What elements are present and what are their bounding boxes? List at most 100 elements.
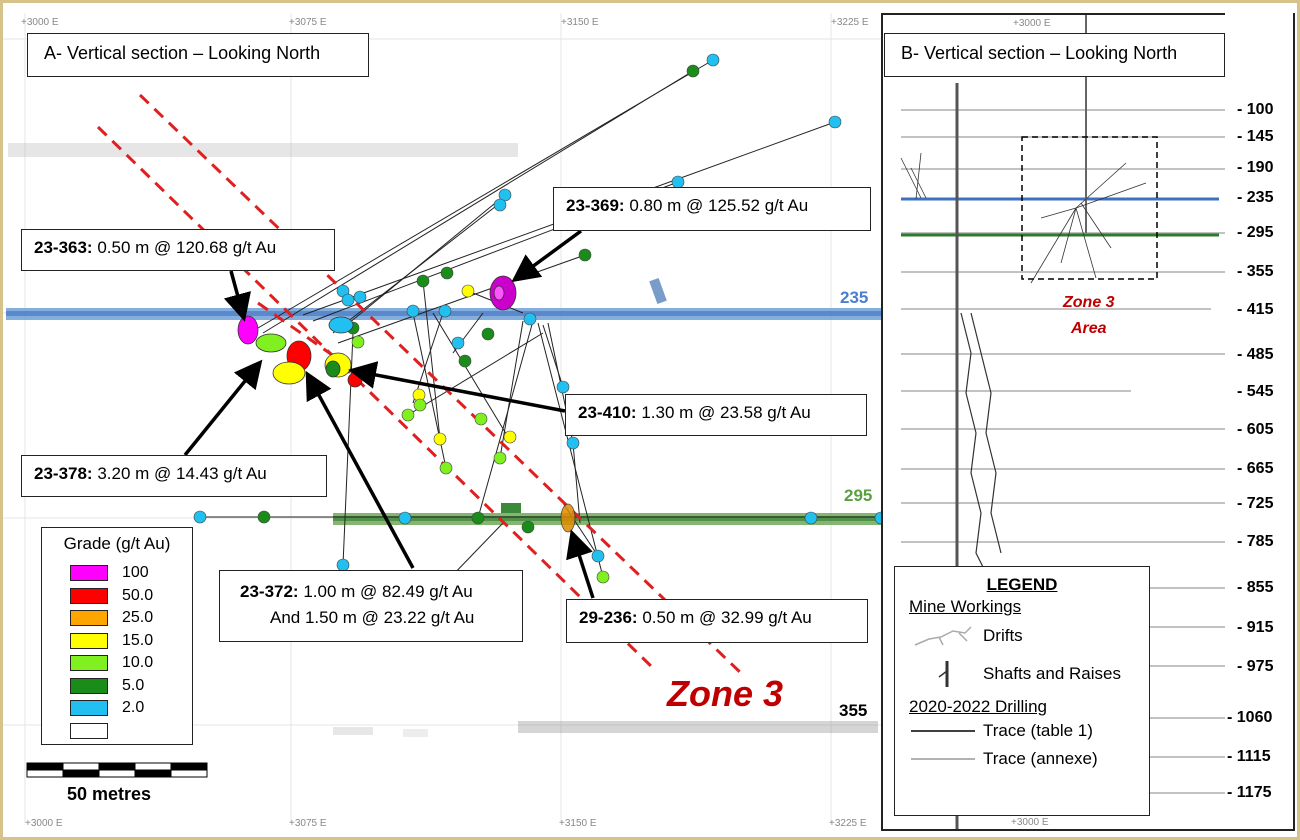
hole-id: 23-378: [34, 464, 93, 483]
faded-drifts [8, 143, 878, 737]
drill-traces [198, 59, 883, 609]
grade-label: 25.0 [122, 609, 154, 627]
trace-table-line-icon [909, 721, 983, 741]
annotation-23-410: 23-410: 1.30 m @ 23.58 g/t Au [565, 394, 867, 436]
grade-legend-item: 2.0 [50, 697, 184, 720]
depth-label: - 665 [1237, 460, 1274, 477]
grade-swatch [70, 610, 108, 627]
grade-label: 50.0 [122, 586, 154, 604]
grade-swatch [70, 677, 108, 694]
depth-label: - 100 [1237, 101, 1274, 118]
sample-markers [193, 53, 888, 616]
legend-row-trace-table: Trace (table 1) [909, 717, 1135, 745]
grade-label: 5.0 [122, 676, 145, 694]
legend-row-drifts: Drifts [909, 617, 1135, 655]
legend-drifts-label: Drifts [983, 626, 1023, 645]
grade-legend-item [50, 720, 184, 743]
map-legend: LEGEND Mine Workings Drifts Shafts and R… [894, 566, 1150, 816]
shaft-symbol-icon [909, 659, 983, 689]
legend-row-trace-annexe: Trace (annexe) [909, 745, 1135, 773]
intercept-text-line2: And 1.50 m @ 23.22 g/t Au [270, 608, 475, 627]
intercept-text: 1.00 m @ 82.49 g/t Au [298, 582, 473, 601]
zone-3-area-label-1: Zone 3 [1062, 294, 1115, 311]
grade-label: 2.0 [122, 699, 145, 717]
depth-label: - 1060 [1227, 709, 1273, 726]
raise-traces [960, 312, 1002, 574]
depth-label: - 1115 [1227, 748, 1271, 765]
hole-id: 23-363: [34, 238, 93, 257]
intercept-text: 3.20 m @ 14.43 g/t Au [92, 464, 267, 483]
legend-mine-workings: Mine Workings [909, 597, 1022, 616]
depth-label: - 785 [1237, 533, 1274, 550]
easting-label: +3225 E [831, 17, 869, 28]
hole-id: 23-372: [240, 582, 299, 601]
legend-trace-annexe-label: Trace (annexe) [983, 749, 1098, 768]
hole-id: 23-369: [566, 196, 625, 215]
easting-label: +3225 E [829, 818, 867, 829]
grade-legend-item: 100 [50, 562, 184, 585]
grade-label: 15.0 [122, 631, 154, 649]
zone-3-label: Zone 3 [666, 673, 783, 714]
hole-id: 29-236: [579, 608, 638, 627]
depth-label: - 235 [1237, 189, 1274, 206]
annotation-arrows [183, 229, 595, 599]
legend-row-shafts: Shafts and Raises [909, 655, 1135, 693]
annotation-23-372: 23-372: 1.00 m @ 82.49 g/t Au And 1.50 m… [219, 570, 523, 642]
easting-label: +3150 E [561, 17, 599, 28]
section-b-title: B- Vertical section – Looking North [884, 33, 1225, 77]
grade-legend-item: 10.0 [50, 652, 184, 675]
legend-trace-table-label: Trace (table 1) [983, 721, 1093, 740]
grade-swatch [70, 632, 108, 649]
section-a-title: A- Vertical section – Looking North [27, 33, 369, 77]
grade-swatch [70, 655, 108, 672]
intercept-text: 0.80 m @ 125.52 g/t Au [624, 196, 809, 215]
annotation-29-236: 29-236: 0.50 m @ 32.99 g/t Au [566, 599, 868, 643]
level-295-drift [333, 503, 881, 525]
easting-label: +3075 E [289, 17, 327, 28]
easting-label: +3150 E [559, 818, 597, 829]
annotation-23-378: 23-378: 3.20 m @ 14.43 g/t Au [21, 455, 327, 497]
legend-shafts-label: Shafts and Raises [983, 664, 1121, 683]
scale-bar [26, 762, 208, 778]
easting-label: +3000 E [21, 17, 59, 28]
depth-label: - 145 [1237, 128, 1274, 145]
depth-label: - 725 [1237, 495, 1274, 512]
depth-label: - 605 [1237, 421, 1274, 438]
grade-legend: Grade (g/t Au) 100 50.0 25.0 15.0 10.0 5… [41, 527, 193, 745]
intercept-text: 0.50 m @ 32.99 g/t Au [637, 608, 812, 627]
grade-legend-item: 15.0 [50, 630, 184, 653]
intercept-text: 1.30 m @ 23.58 g/t Au [636, 403, 811, 422]
depth-label: - 545 [1237, 383, 1274, 400]
depth-label: - 855 [1237, 579, 1274, 596]
zone3-drill-traces [900, 152, 1147, 284]
grade-legend-title: Grade (g/t Au) [63, 534, 171, 553]
zone-3-area-label-2: Area [1070, 320, 1107, 337]
legend-drilling: 2020-2022 Drilling [909, 697, 1047, 716]
level-355-label: 355 [839, 701, 867, 720]
depth-label: - 915 [1237, 619, 1274, 636]
easting-label: +3000 E [25, 818, 63, 829]
depth-label: - 975 [1237, 658, 1274, 675]
grade-swatch [70, 722, 108, 739]
easting-label: +3000 E [1013, 18, 1051, 29]
grade-label: 10.0 [122, 654, 154, 672]
level-235-label: 235 [840, 288, 868, 307]
level-295-label: 295 [844, 486, 872, 505]
section-a-canvas: +3000 E +3075 E +3150 E +3225 E +3000 E … [3, 13, 888, 829]
drift-symbol-icon [909, 621, 983, 651]
depth-label: - 415 [1237, 301, 1274, 318]
hole-id: 23-410: [578, 403, 637, 422]
zone-3-box [1021, 136, 1158, 280]
grade-legend-item: 5.0 [50, 675, 184, 698]
high-grade-discs [237, 275, 576, 533]
easting-label: +3000 E [1011, 817, 1049, 828]
grade-label: 100 [122, 564, 149, 582]
legend-title: LEGEND [986, 575, 1058, 594]
annotation-23-363: 23-363: 0.50 m @ 120.68 g/t Au [21, 229, 335, 271]
grade-legend-item: 25.0 [50, 607, 184, 630]
annotation-23-369: 23-369: 0.80 m @ 125.52 g/t Au [553, 187, 871, 231]
scale-bar-label: 50 metres [67, 784, 151, 804]
depth-label: - 1175 [1227, 784, 1272, 801]
grade-swatch [70, 587, 108, 604]
